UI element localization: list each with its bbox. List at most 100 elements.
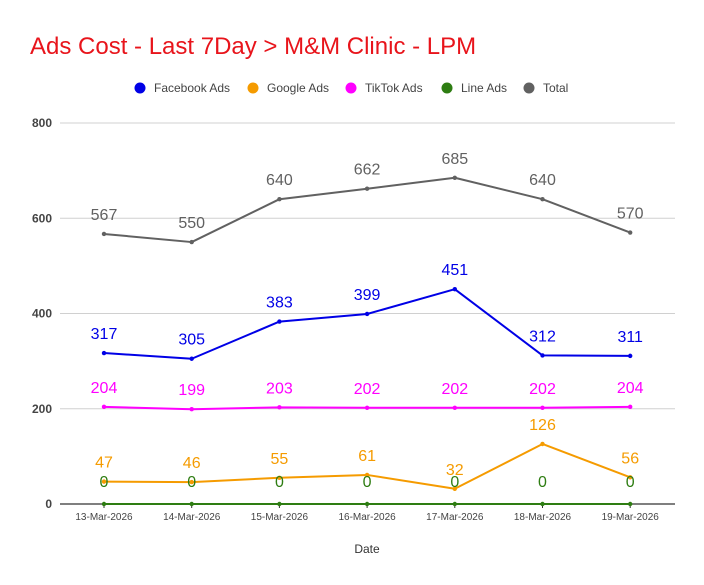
data-point <box>540 441 545 447</box>
data-point <box>101 350 107 356</box>
data-label: 47 <box>95 455 113 472</box>
data-point <box>189 239 194 245</box>
legend-label: Line Ads <box>461 81 507 95</box>
data-point <box>364 186 370 191</box>
data-label: 0 <box>626 474 635 491</box>
data-point <box>540 197 545 202</box>
data-label: 204 <box>91 380 118 397</box>
data-label: 0 <box>363 474 372 491</box>
data-label: 570 <box>617 206 644 223</box>
data-label: 640 <box>529 172 556 189</box>
legend-marker <box>247 82 259 94</box>
data-point <box>628 353 633 359</box>
x-tick-label: 19-Mar-2026 <box>602 512 660 523</box>
data-point <box>628 501 633 507</box>
data-point <box>101 231 107 237</box>
data-label: 383 <box>266 295 293 312</box>
data-label: 640 <box>266 172 293 189</box>
data-label: 55 <box>271 451 289 468</box>
data-point <box>452 175 457 180</box>
data-point <box>452 405 457 410</box>
legend-marker <box>345 82 357 94</box>
data-point <box>189 356 194 361</box>
data-label: 305 <box>178 332 205 349</box>
series-group <box>101 175 633 507</box>
data-label: 203 <box>266 380 293 397</box>
legend-marker <box>134 82 146 94</box>
legend-label: Facebook Ads <box>154 81 230 95</box>
data-label: 56 <box>621 450 639 467</box>
x-tick-label: 14-Mar-2026 <box>163 512 221 523</box>
data-label: 685 <box>441 151 468 168</box>
data-point <box>628 475 633 480</box>
data-point <box>452 287 457 292</box>
data-label: 204 <box>617 380 644 397</box>
data-point <box>277 501 282 507</box>
data-label: 126 <box>529 417 556 434</box>
x-tick-label: 18-Mar-2026 <box>514 512 572 523</box>
legend-marker <box>441 82 453 94</box>
data-point <box>628 230 633 235</box>
data-point <box>277 319 282 324</box>
y-tick-label: 0 <box>45 497 52 511</box>
data-label: 0 <box>100 474 109 491</box>
data-point <box>364 311 370 317</box>
legend: Facebook Ads Google Ads TikTok Ads Line Ads… <box>134 81 568 95</box>
data-point <box>364 472 370 478</box>
legend-label: Total <box>543 81 568 95</box>
data-point <box>364 405 370 410</box>
data-label: 61 <box>358 448 376 465</box>
data-label: 311 <box>617 329 643 346</box>
data-label: 199 <box>178 382 205 399</box>
data-label: 662 <box>354 162 381 179</box>
data-label: 0 <box>275 474 284 491</box>
data-label: 399 <box>354 287 381 304</box>
legend-label: TikTok Ads <box>365 81 423 95</box>
data-label: 46 <box>183 455 201 472</box>
data-point <box>189 501 194 507</box>
data-label: 202 <box>354 381 381 398</box>
data-point <box>364 501 370 507</box>
data-label: 451 <box>441 262 468 279</box>
data-point <box>101 501 107 507</box>
data-point <box>540 405 545 410</box>
y-tick-label: 800 <box>32 116 52 130</box>
data-point <box>277 197 282 202</box>
data-point <box>452 486 457 491</box>
data-label: 550 <box>178 215 205 232</box>
x-tick-label: 13-Mar-2026 <box>75 512 133 523</box>
data-point <box>277 475 282 481</box>
data-point <box>101 479 107 484</box>
data-label: 317 <box>91 326 118 343</box>
data-label: 0 <box>187 474 196 491</box>
data-point <box>540 501 545 507</box>
chart-title: Ads Cost - Last 7Day > M&M Clinic - LPM <box>30 33 476 60</box>
x-axis-title: Date <box>354 542 380 556</box>
data-point <box>452 501 457 507</box>
data-label: 202 <box>441 381 468 398</box>
data-point <box>101 404 107 410</box>
x-tick-label: 17-Mar-2026 <box>426 512 484 523</box>
data-labels: 317 305 383 399 451 312 311 47 46 55 61 32 126 56 204 1… <box>91 151 644 491</box>
data-label: 0 <box>450 474 459 491</box>
y-tick-label: 400 <box>32 307 52 321</box>
data-label: 567 <box>91 207 118 224</box>
data-point <box>628 404 633 410</box>
x-tick-label: 15-Mar-2026 <box>251 512 309 523</box>
data-label: 312 <box>529 328 556 345</box>
y-tick-label: 600 <box>32 211 52 225</box>
legend-marker <box>523 82 535 94</box>
data-point <box>189 407 194 412</box>
data-point <box>540 353 545 358</box>
data-label: 0 <box>538 474 547 491</box>
data-point <box>277 405 282 410</box>
y-axis: 0 200 400 600 800 <box>32 116 52 511</box>
x-tick-label: 16-Mar-2026 <box>338 512 396 523</box>
data-label: 202 <box>529 381 556 398</box>
data-point <box>189 479 194 485</box>
data-label: 32 <box>446 462 464 479</box>
y-tick-label: 200 <box>32 402 52 416</box>
legend-label: Google Ads <box>267 81 329 95</box>
